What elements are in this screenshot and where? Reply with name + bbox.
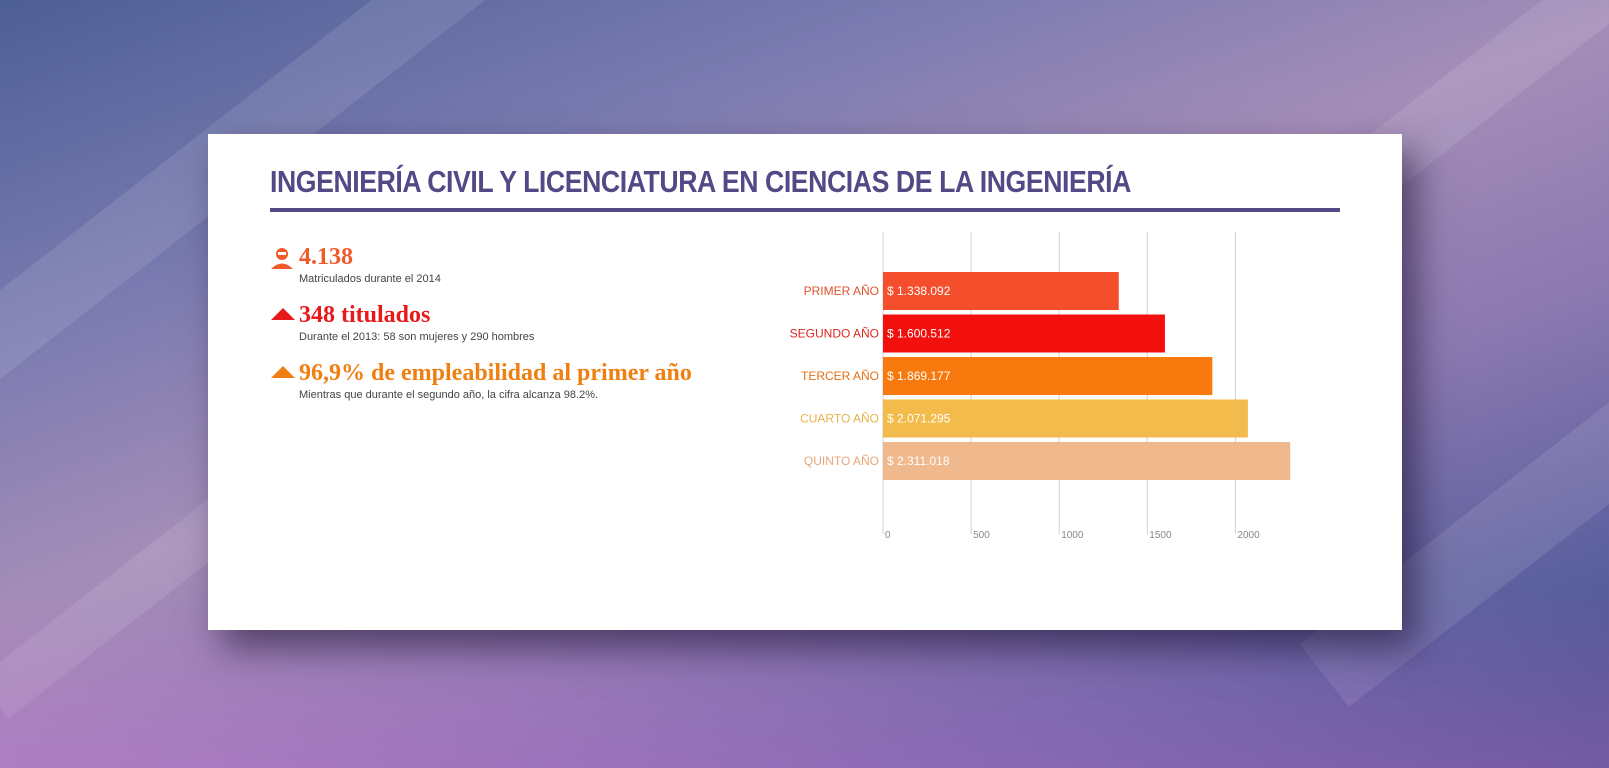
stat-caption: Durante el 2013: 58 son mujeres y 290 ho… [299, 331, 535, 343]
infographic-card: INGENIERÍA CIVIL Y LICENCIATURA EN CIENC… [208, 134, 1402, 630]
x-tick-label: 0 [885, 530, 891, 541]
stat-graduates: 348 titulados Durante el 2013: 58 son mu… [270, 302, 534, 343]
stat-value: 96,9% de empleabilidad al primer año [299, 360, 692, 386]
x-tick-label: 2000 [1237, 530, 1260, 541]
bar [883, 272, 1119, 310]
stat-enrolled: 4.138 Matriculados durante el 2014 [270, 244, 441, 285]
bar-value-label: $ 2.311.018 [887, 454, 950, 468]
bar [883, 442, 1291, 480]
stat-value: 4.138 [299, 244, 353, 270]
stat-caption: Matriculados durante el 2014 [299, 273, 441, 285]
title-underline [270, 208, 1340, 212]
salary-bar-chart: 0 500 1000 1500 2000 $ 1.338.092 PRIMER AÑO $ 1… [790, 232, 1291, 541]
bar-value-label: $ 1.869.177 [887, 369, 951, 383]
graduation-cap-icon [270, 304, 296, 328]
bar-value-label: $ 2.071.295 [887, 412, 951, 426]
stat-employability: 96,9% de empleabilidad al primer año Mie… [270, 360, 692, 401]
bar-value-label: $ 1.338.092 [887, 284, 951, 298]
category-label: TERCER AÑO [801, 369, 879, 383]
category-label: PRIMER AÑO [804, 284, 879, 298]
category-label: SEGUNDO AÑO [790, 327, 879, 341]
x-tick-label: 1500 [1149, 530, 1172, 541]
bar [883, 314, 1165, 353]
stat-caption: Mientras que durante el segundo año, la … [299, 389, 599, 401]
stat-value: 348 titulados [299, 302, 431, 328]
category-label: QUINTO AÑO [804, 454, 879, 468]
person-icon [270, 246, 296, 270]
bar-value-label: $ 1.600.512 [887, 327, 951, 341]
x-tick-label: 1000 [1061, 530, 1084, 541]
category-label: CUARTO AÑO [800, 412, 879, 426]
bar [883, 357, 1213, 395]
page-title: INGENIERÍA CIVIL Y LICENCIATURA EN CIENC… [270, 164, 1131, 199]
graduation-cap-icon [270, 362, 296, 386]
x-tick-label: 500 [973, 530, 990, 541]
bar [883, 399, 1248, 438]
